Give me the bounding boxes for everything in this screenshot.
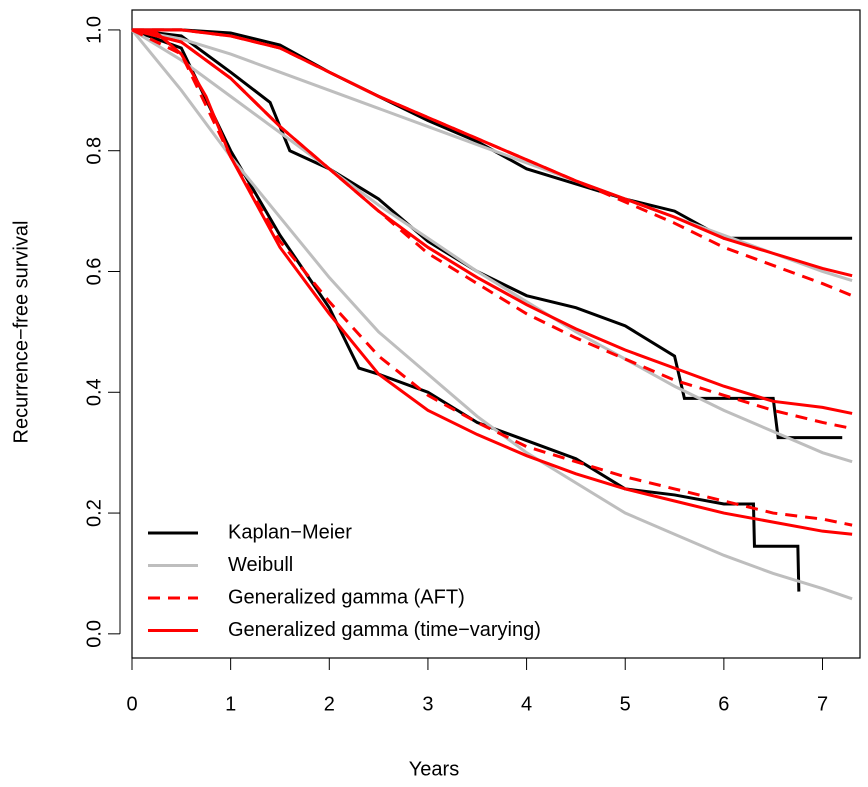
x-tick-label: 2	[324, 693, 335, 715]
y-tick-label: 1.0	[83, 16, 105, 44]
legend-label: Generalized gamma (time−varying)	[228, 619, 541, 641]
survival-curve	[132, 28, 853, 240]
x-tick-label: 6	[718, 693, 729, 715]
x-tick-label: 0	[126, 693, 137, 715]
survival-curve	[131, 28, 801, 592]
survival-curve	[130, 28, 853, 601]
x-tick-label: 1	[225, 693, 236, 715]
x-axis-title: Years	[409, 758, 459, 780]
survival-curve	[132, 28, 853, 278]
x-tick-label: 5	[620, 693, 631, 715]
survival-curve	[131, 28, 853, 464]
legend-label: Weibull	[228, 554, 293, 576]
survival-curve	[131, 28, 843, 440]
x-tick-label: 3	[422, 693, 433, 715]
y-tick-label: 0.0	[83, 620, 105, 648]
survival-curve	[131, 28, 853, 536]
y-tick-label: 0.6	[83, 258, 105, 286]
x-tick-label: 7	[817, 693, 828, 715]
survival-curve	[131, 28, 853, 527]
survival-curve	[131, 28, 853, 415]
y-tick-label: 0.8	[83, 137, 105, 165]
survival-curve	[132, 28, 853, 298]
y-tick-label: 0.4	[83, 378, 105, 406]
survival-curve	[131, 28, 853, 430]
legend-label: Kaplan−Meier	[228, 521, 352, 543]
y-tick-label: 0.2	[83, 499, 105, 527]
x-tick-label: 4	[521, 693, 532, 715]
legend-label: Generalized gamma (AFT)	[228, 586, 465, 608]
y-axis-title: Recurrence−free survival	[10, 221, 32, 444]
